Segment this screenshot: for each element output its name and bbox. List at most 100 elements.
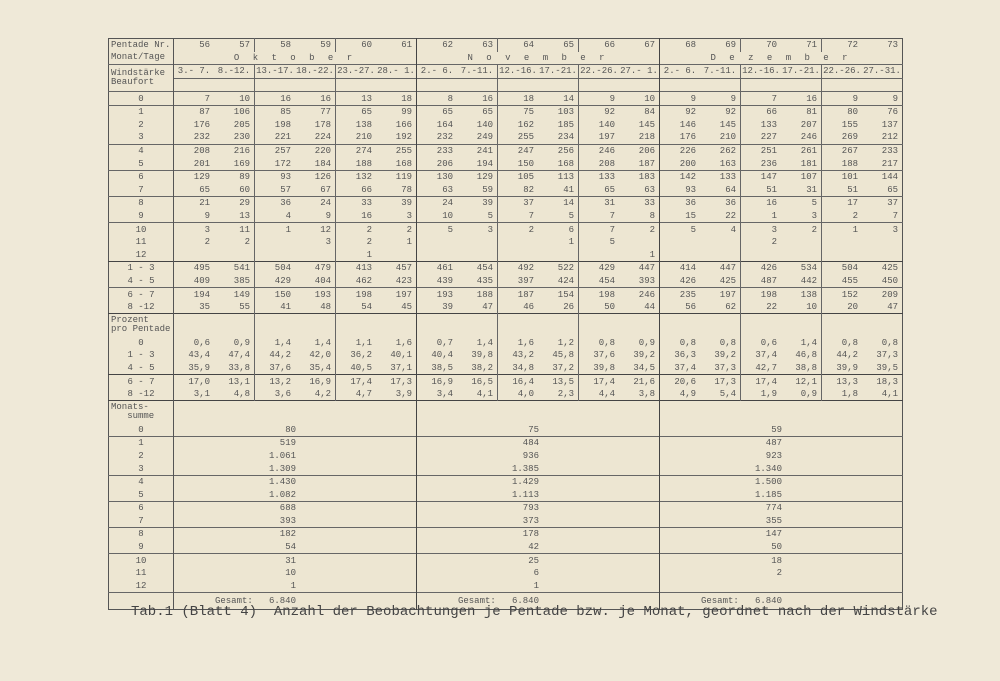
count-cell: 92 xyxy=(578,104,619,119)
beaufort-label: 12 xyxy=(108,248,174,262)
count-cell: 249 xyxy=(457,131,498,145)
empty-cell xyxy=(862,77,903,92)
percent-cell: 0,8 xyxy=(700,336,741,350)
monthly-row: 6 688 793 774 xyxy=(108,500,903,515)
pentade-number: 62 xyxy=(442,40,453,51)
count-cell: 77 xyxy=(295,104,336,119)
count-cell: 1 xyxy=(538,235,579,249)
monthly-sum-cell: 31 xyxy=(173,553,417,567)
percent-cell: 4,8 xyxy=(214,387,255,401)
percent-cell: 38,8 xyxy=(781,361,822,375)
count-cell: 51 xyxy=(847,184,858,195)
count-cell: 129 xyxy=(173,169,214,184)
percent-cell: 1,2 xyxy=(538,336,579,350)
monthly-sum-cell: 1.385 xyxy=(416,462,660,476)
count-cell: 145 xyxy=(700,118,741,132)
count-cell xyxy=(822,236,863,249)
count-cell: 220 xyxy=(295,143,336,158)
count-cell: 9 xyxy=(659,91,700,106)
percent-cell: 39,8 xyxy=(457,349,498,362)
percent-cell: 0,9 xyxy=(214,336,255,350)
count-cell: 65 xyxy=(416,104,457,119)
pentade-days: 23.-27. xyxy=(335,64,376,79)
percent-cell: 37,4 xyxy=(674,362,696,373)
count-cell xyxy=(700,235,741,249)
count-cell: 29 xyxy=(214,196,255,210)
count-cell: 5 xyxy=(609,237,615,248)
pentade-number: 66 xyxy=(604,40,615,51)
count-cell: 59 xyxy=(457,183,498,197)
percent-label-2: pro Pentade xyxy=(111,324,171,335)
count-cell: 152 xyxy=(821,287,862,301)
count-cell: 22 xyxy=(766,302,777,313)
count-cell: 65 xyxy=(887,184,898,195)
monthly-row: 7 393 373 355 xyxy=(108,514,903,528)
percent-cell: 0,8 xyxy=(679,337,696,348)
total-cell: Gesamt: 6.840 xyxy=(416,592,660,610)
percent-cell: 4,0 xyxy=(517,389,534,400)
percent-cell: 1,8 xyxy=(841,389,858,400)
count-cell: 140 xyxy=(598,119,615,130)
percent-cell: 37,1 xyxy=(376,361,417,375)
windstaerke-label: Windstärke Beaufort xyxy=(108,64,174,92)
count-cell: 24 xyxy=(295,196,336,210)
percent-cell: 46,8 xyxy=(781,349,822,362)
beaufort-label: 6 - 7 xyxy=(108,287,174,301)
count-cell: 87 xyxy=(173,104,214,119)
percent-cell: 21,6 xyxy=(619,374,660,388)
empty-cell xyxy=(416,313,457,337)
count-row: 12 1 1 xyxy=(108,248,903,262)
count-cell: 92 xyxy=(659,104,700,119)
percent-cell: 20,6 xyxy=(659,374,700,388)
empty-cell xyxy=(457,313,498,337)
empty-cell xyxy=(659,77,700,92)
empty-cell xyxy=(781,77,822,92)
percent-row: 4 - 5 35,9 33,8 37,6 35,4 40,5 37,1 38,5 38,2 34,… xyxy=(108,361,903,375)
count-row: 6 129 89 93 126 132 119 130 129 105 113 133 183 142 13… xyxy=(108,169,903,184)
count-cell: 66 xyxy=(740,104,781,119)
count-cell: 41 xyxy=(280,302,291,313)
count-cell: 8 xyxy=(619,209,660,223)
beaufort-label: 6 - 7 xyxy=(108,374,174,388)
count-cell: 150 xyxy=(517,158,534,169)
monthly-sum-cell: 373 xyxy=(416,514,660,528)
monthly-sum-cell: 688 xyxy=(173,500,417,515)
count-cell: 3 xyxy=(740,222,781,236)
beaufort-label: 4 xyxy=(108,143,174,158)
count-cell: 9 xyxy=(862,91,903,106)
percent-row: 8 -12 3,1 4,8 3,6 4,2 4,7 3,9 3,4 4,1 4,0 2,3 4,4 3,… xyxy=(108,387,903,401)
empty-cell xyxy=(214,313,255,337)
percent-cell: 39,2 xyxy=(619,349,660,362)
count-cell: 261 xyxy=(781,143,822,158)
count-cell: 46 xyxy=(523,302,534,313)
count-cell xyxy=(295,248,336,262)
monthly-sum-cell: 54 xyxy=(173,540,417,554)
wind-observation-table: Pentade Nr. 56 57 58 59 60 61 62 63 64 65 66 67 68 69 7… xyxy=(108,38,903,611)
count-cell: 13 xyxy=(214,209,255,223)
count-cell: 2 xyxy=(781,222,822,236)
count-cell: 66 xyxy=(361,184,372,195)
count-cell: 166 xyxy=(376,118,417,132)
table-caption: Tab.1 (Blatt 4) Anzahl der Beobachtungen… xyxy=(131,604,938,620)
count-cell: 3 xyxy=(376,209,417,223)
count-cell: 9 xyxy=(578,91,619,106)
count-cell: 44 xyxy=(619,300,660,314)
count-cell: 55 xyxy=(214,300,255,314)
count-cell: 36 xyxy=(700,196,741,210)
pentade-number: 58 xyxy=(280,40,291,51)
count-cell: 424 xyxy=(538,274,579,288)
empty-cell xyxy=(619,77,660,92)
pentade-days: 17.-21. xyxy=(781,64,822,79)
count-cell xyxy=(498,236,539,249)
percent-cell: 47,4 xyxy=(214,349,255,362)
count-cell: 534 xyxy=(781,261,822,275)
pentade-days: 27.- 1. xyxy=(619,64,660,79)
percent-row: 1 - 3 43,4 47,4 44,2 42,0 36,2 40,1 40,4 39,8 43,… xyxy=(108,349,903,362)
count-cell: 447 xyxy=(619,261,660,275)
count-cell: 233 xyxy=(862,143,903,158)
percent-cell: 16,4 xyxy=(497,374,538,388)
monthly-sum-cell: 6 xyxy=(416,566,660,580)
count-cell: 206 xyxy=(619,143,660,158)
beaufort-label: 0 xyxy=(108,336,174,350)
